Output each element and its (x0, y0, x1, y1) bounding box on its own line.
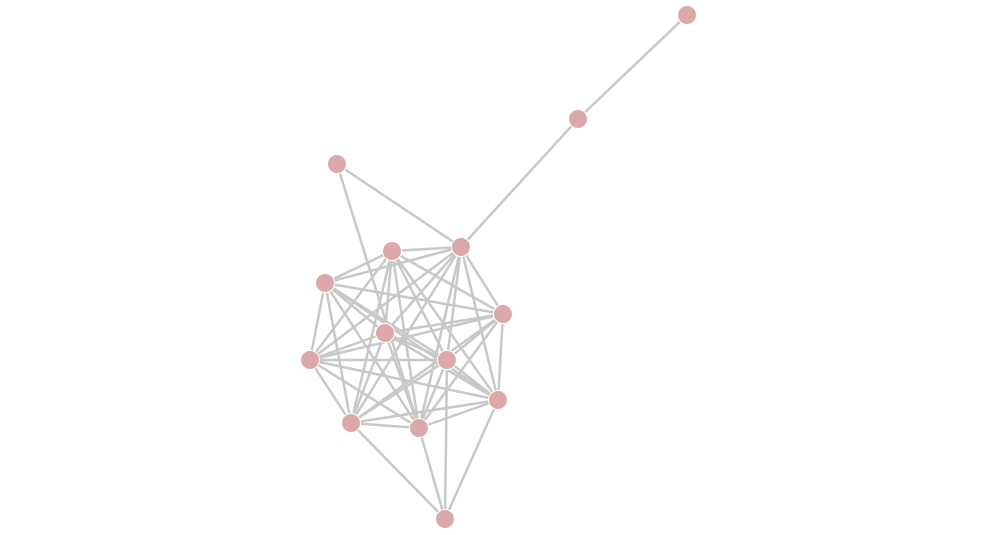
edge-n9-n11 (309, 358, 499, 402)
edge-n11-n13 (418, 398, 499, 430)
node-n4 (451, 237, 471, 257)
edge-n12-n13 (350, 421, 420, 430)
edge-n5-n13 (390, 250, 421, 429)
edge-n4-n10 (445, 246, 463, 361)
edge-n13-n14 (417, 427, 447, 520)
edge-n6-n11 (324, 281, 499, 402)
node-n3 (327, 154, 347, 174)
edge-n7-n8 (384, 312, 504, 335)
edge-n8-n10 (384, 331, 448, 362)
edge-n7-n9 (309, 312, 504, 362)
node-n6 (315, 273, 335, 293)
edge-n4-n5 (391, 245, 462, 253)
edge-n1-n2 (577, 14, 688, 120)
edge-n9-n12 (308, 359, 353, 424)
node-n2 (568, 109, 588, 129)
node-n14 (435, 509, 455, 529)
edge-n12-n14 (350, 422, 446, 520)
edge-n11-n12 (350, 398, 499, 425)
edge-n8-n12 (349, 332, 387, 424)
edge-n10-n12 (350, 358, 448, 425)
node-n7 (493, 304, 513, 324)
node-n11 (488, 390, 508, 410)
edge-n7-n11 (496, 313, 505, 401)
edge-n10-n14 (443, 359, 449, 520)
edge-n7-n12 (350, 312, 504, 425)
edge-n6-n9 (308, 282, 327, 361)
edge-n5-n8 (383, 250, 394, 334)
edges-layer (308, 14, 688, 520)
edge-n4-n13 (417, 246, 463, 429)
edge-n5-n10 (390, 250, 449, 361)
node-n8 (375, 323, 395, 343)
node-n10 (437, 350, 457, 370)
edge-n10-n13 (417, 359, 449, 429)
edge-n4-n7 (459, 246, 505, 315)
node-n1 (677, 5, 697, 25)
edge-n4-n8 (384, 246, 462, 334)
edge-n8-n9 (309, 331, 386, 362)
node-n12 (341, 413, 361, 433)
edge-n3-n4 (336, 162, 462, 249)
edge-n6-n7 (324, 281, 504, 316)
edge-n9-n13 (309, 358, 420, 430)
node-n13 (409, 418, 429, 438)
node-n5 (382, 241, 402, 261)
edge-n11-n14 (443, 399, 500, 520)
node-n9 (300, 350, 320, 370)
edge-n5-n7 (391, 249, 504, 316)
edge-n5-n11 (390, 250, 500, 401)
edge-n4-n11 (459, 246, 500, 401)
nodes-layer (300, 5, 697, 529)
edge-n2-n4 (460, 118, 579, 248)
edge-n6-n8 (324, 282, 386, 334)
edge-n10-n11 (446, 359, 499, 401)
edge-n5-n6 (324, 249, 393, 285)
edge-n6-n13 (323, 282, 421, 429)
